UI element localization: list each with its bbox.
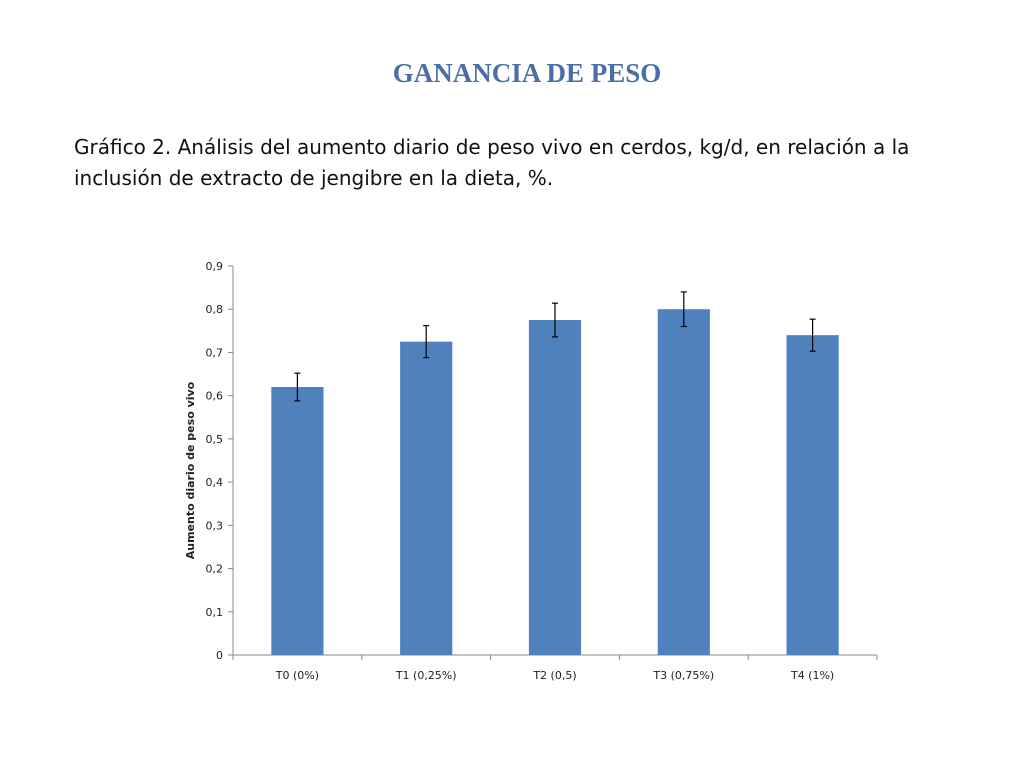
y-tick-label: 0,7 (206, 346, 224, 359)
y-tick-label: 0,3 (206, 519, 224, 532)
x-tick-label: T0 (0%) (275, 669, 319, 682)
y-tick-label: 0,8 (206, 303, 224, 316)
y-tick-label: 0,2 (206, 563, 224, 576)
y-tick-label: 0,9 (206, 260, 224, 273)
bar (400, 341, 453, 655)
bars-group (271, 309, 839, 655)
y-tick-label: 0,1 (206, 606, 224, 619)
bar (528, 320, 582, 655)
y-tick-label: 0,6 (206, 390, 224, 403)
x-tick-label: T4 (1%) (790, 669, 834, 682)
y-tick-label: 0,5 (206, 433, 224, 446)
y-axis: 0 0,1 0,2 0,3 0,4 0,5 0,6 0,7 0,8 0,9 (206, 260, 234, 662)
slide-title: GANANCIA DE PESO (392, 58, 662, 88)
x-tick-label: T3 (0,75%) (652, 669, 714, 682)
error-bars-group (294, 291, 816, 402)
x-axis: T0 (0%) T1 (0,25%) T2 (0,5) T3 (0,75%) T4 (1… (232, 654, 878, 682)
bar (657, 309, 710, 655)
y-tick-label: 0,4 (206, 476, 224, 489)
y-tick-label: 0 (216, 649, 223, 662)
y-axis-title: Aumento diario de peso vivo (184, 381, 197, 559)
x-tick-label: T2 (0,5) (532, 669, 576, 682)
x-tick-label: T1 (0,25%) (395, 669, 457, 682)
bar (271, 387, 324, 655)
bar (786, 335, 839, 655)
chart-caption: Gráfico 2. Análisis del aumento diario d… (74, 135, 910, 190)
